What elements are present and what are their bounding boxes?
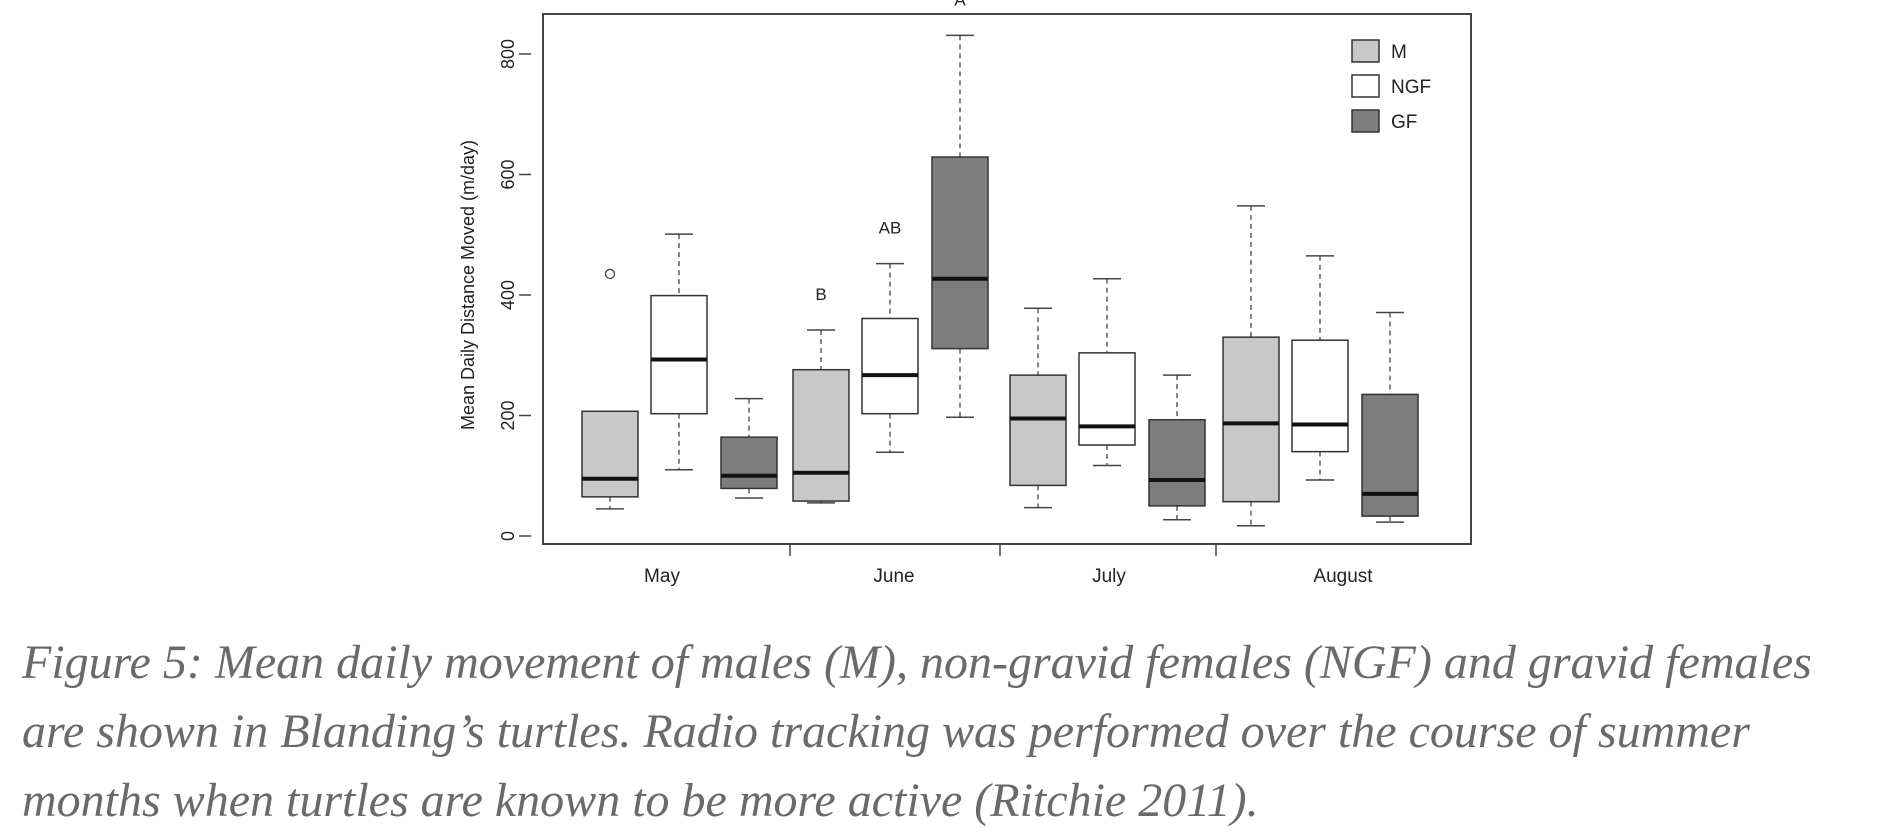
box-july-ngf <box>1078 277 1136 467</box>
box-iqr <box>720 436 778 490</box>
figure-caption: Figure 5: Mean daily movement of males (… <box>22 636 1812 827</box>
legend-label: GF <box>1391 112 1417 133</box>
box-plot-figure: 0 200 400 600 800 May June July August B AB A M NG… <box>458 0 1472 587</box>
legend-swatch <box>1351 39 1380 63</box>
x-axis: May June July August <box>644 544 1373 587</box>
box-august-m <box>1222 205 1280 527</box>
significance-label: A <box>954 0 966 9</box>
box-june-ngf: AB <box>861 219 919 454</box>
box-iqr <box>650 294 708 415</box>
box-august-gf <box>1361 311 1419 523</box>
plot-frame <box>542 13 1472 545</box>
box-july-m <box>1009 307 1067 509</box>
box-may-gf <box>720 397 778 499</box>
x-tick-label: July <box>1092 566 1126 587</box>
y-axis-label: Mean Daily Distance Moved (m/day) <box>458 140 478 430</box>
box-june-m: B <box>792 285 850 504</box>
box-iqr <box>792 368 850 502</box>
outlier-point <box>604 268 616 280</box>
significance-label: B <box>815 285 826 304</box>
x-tick-label: August <box>1313 566 1373 587</box>
legend: M NGF GF <box>1351 39 1431 133</box>
legend-item-gf: GF <box>1351 109 1417 133</box>
box-iqr <box>861 317 919 415</box>
boxes: B AB A <box>581 0 1419 527</box>
y-tick-label: 400 <box>498 280 518 310</box>
y-axis: 0 200 400 600 800 <box>498 39 531 541</box>
legend-swatch <box>1351 109 1380 133</box>
box-iqr <box>581 410 639 498</box>
box-may-ngf <box>650 233 708 471</box>
box-iqr <box>1361 393 1419 517</box>
legend-item-ngf: NGF <box>1351 74 1431 98</box>
legend-label: NGF <box>1391 77 1431 98</box>
legend-item-m: M <box>1351 39 1407 63</box>
x-tick-label: May <box>644 566 680 587</box>
y-tick-label: 0 <box>498 531 518 541</box>
box-iqr <box>1291 339 1349 453</box>
legend-label: M <box>1391 42 1407 63</box>
box-iqr <box>1222 336 1280 503</box>
y-tick-label: 200 <box>498 400 518 430</box>
box-iqr <box>1078 352 1136 446</box>
box-iqr <box>1148 418 1206 507</box>
box-august-ngf <box>1291 255 1349 481</box>
box-july-gf <box>1148 374 1206 521</box>
y-tick-label: 800 <box>498 39 518 69</box>
significance-label: AB <box>879 219 902 238</box>
y-tick-label: 600 <box>498 159 518 189</box>
box-iqr <box>1009 374 1067 487</box>
x-tick-label: June <box>873 566 914 587</box>
box-may-m <box>581 268 639 510</box>
legend-swatch <box>1351 74 1380 98</box>
box-june-gf: A <box>931 0 989 419</box>
box-iqr <box>931 156 989 350</box>
